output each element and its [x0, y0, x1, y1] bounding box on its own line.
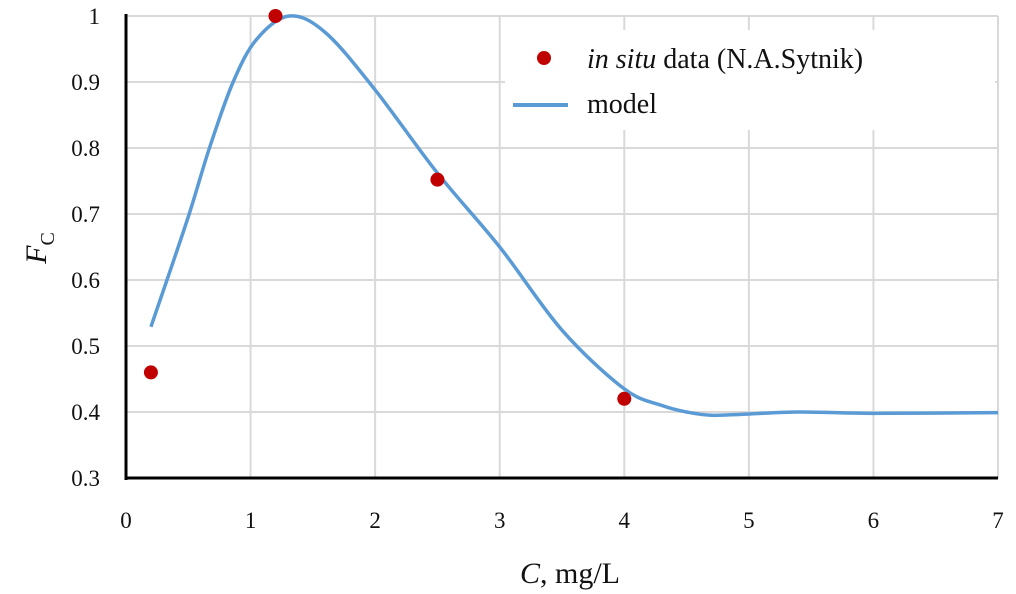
legend-marker-scatter — [537, 51, 551, 65]
y-axis-label: FC — [20, 232, 59, 265]
model-line — [149, 14, 999, 418]
x-tick-label: 7 — [992, 508, 1004, 533]
y-tick-label: 0.9 — [71, 70, 100, 95]
x-tick-label: 0 — [120, 508, 132, 533]
axes — [124, 14, 998, 480]
x-tick-label: 6 — [868, 508, 880, 533]
data-point — [617, 391, 632, 406]
data-point — [268, 9, 283, 23]
legend-label-scatter: in situ data (N.A.Sytnik) — [587, 44, 863, 75]
x-axis-label: C, mg/L — [520, 557, 620, 590]
legend-background — [505, 30, 995, 130]
legend-label-model: model — [587, 89, 657, 120]
y-tick-label: 0.7 — [71, 202, 100, 227]
y-tick-label: 0.8 — [71, 136, 100, 161]
legend: in situ data (N.A.Sytnik) model — [505, 30, 995, 130]
x-tick-label: 2 — [369, 508, 381, 533]
data-point — [430, 172, 445, 187]
tick-labels: 0 1 2 3 4 5 6 7 0.3 0.4 0.5 0.6 0.7 0.8 0.9 1 — [71, 4, 1004, 533]
y-tick-label: 1 — [89, 4, 101, 29]
y-tick-label: 0.3 — [71, 466, 100, 491]
x-tick-label: 5 — [743, 508, 755, 533]
data-point — [143, 365, 158, 380]
x-tick-label: 3 — [494, 508, 506, 533]
x-tick-label: 4 — [619, 508, 631, 533]
x-tick-label: 1 — [245, 508, 257, 533]
y-tick-label: 0.5 — [71, 334, 100, 359]
series — [143, 9, 999, 418]
y-tick-label: 0.6 — [71, 268, 100, 293]
y-tick-label: 0.4 — [71, 400, 100, 425]
